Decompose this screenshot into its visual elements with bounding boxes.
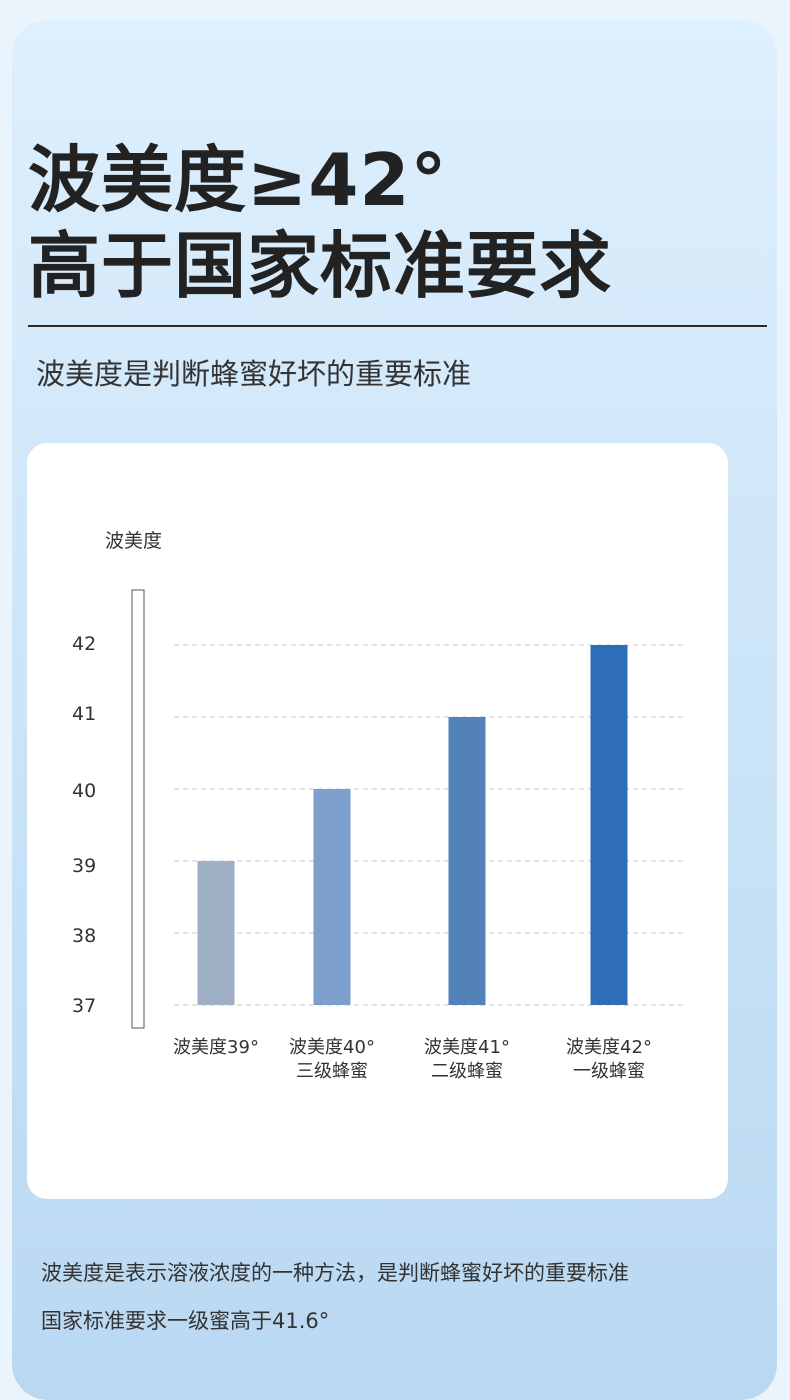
bar <box>197 861 235 1005</box>
subheading: 波美度是判断蜂蜜好坏的重要标准 <box>36 357 472 391</box>
y-axis-label: 波美度 <box>105 530 162 552</box>
bar <box>313 789 351 1005</box>
x-category-label: 波美度40° <box>289 1037 375 1058</box>
x-category-label: 三级蜂蜜 <box>296 1061 368 1082</box>
x-category-label: 一级蜂蜜 <box>573 1061 645 1082</box>
x-category-label: 波美度42° <box>566 1037 652 1058</box>
y-tick-label: 38 <box>72 925 96 947</box>
y-tick-label: 37 <box>72 995 96 1017</box>
background-panel: 波美度≥42° 高于国家标准要求 波美度是判断蜂蜜好坏的重要标准 波美度 37 38… <box>12 20 777 1400</box>
y-tick-label: 40 <box>72 780 96 802</box>
description-line-1: 波美度是表示溶液浓度的一种方法，是判断蜂蜜好坏的重要标准 <box>41 1261 629 1285</box>
headline-line-1: 波美度≥42° <box>28 138 448 222</box>
y-tick-label: 39 <box>72 855 96 877</box>
description-line-2: 国家标准要求一级蜜高于41.6° <box>41 1309 330 1333</box>
chart-card: 波美度 37 38 39 40 41 42 波美度39° 波美度40° 三级蜂蜜 波美度41° 二级蜂… <box>27 443 728 1199</box>
headline-line-2: 高于国家标准要求 <box>28 224 613 308</box>
bar-chart: 波美度 37 38 39 40 41 42 波美度39° 波美度40° 三级蜂蜜 波美度41° 二级蜂… <box>72 530 685 1082</box>
y-axis-bracket <box>131 589 145 1029</box>
bar <box>448 717 486 1005</box>
bar <box>590 645 628 1005</box>
x-category-label: 波美度39° <box>173 1037 259 1058</box>
y-tick-label: 41 <box>72 703 96 725</box>
y-tick-label: 42 <box>72 633 96 655</box>
divider-line <box>28 325 767 327</box>
x-category-label: 二级蜂蜜 <box>431 1061 503 1082</box>
x-category-label: 波美度41° <box>424 1037 510 1058</box>
